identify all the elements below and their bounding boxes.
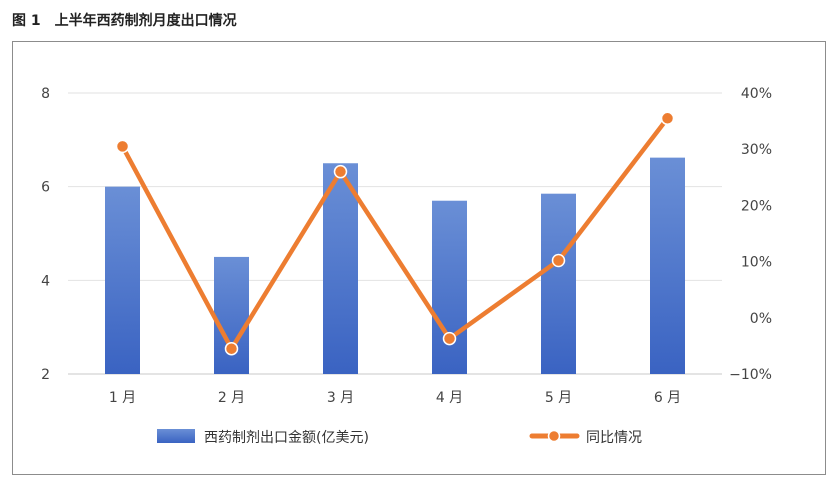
- bar: [214, 256, 249, 374]
- line-point: [115, 139, 130, 154]
- line-path: [120, 116, 670, 351]
- category-label: 5 月: [545, 390, 572, 406]
- left-axis-tick-label: 4: [41, 273, 50, 289]
- category-label: 3 月: [327, 390, 354, 406]
- line-point: [442, 331, 457, 346]
- line-point: [224, 341, 239, 356]
- right-axis-ticks: 40% 30% 20% 10% 0% −10%: [729, 86, 772, 383]
- category-label: 2 月: [218, 390, 245, 406]
- bar: [432, 200, 467, 374]
- category-label: 1 月: [109, 390, 136, 406]
- right-axis-tick-label: 30%: [741, 142, 772, 158]
- left-axis-tick-label: 8: [41, 86, 50, 102]
- category-label: 6 月: [654, 390, 681, 406]
- category-label: 4 月: [436, 390, 463, 406]
- figure-title: 图 1 上半年西药制剂月度出口情况: [12, 13, 237, 29]
- line-point: [551, 253, 566, 268]
- right-axis-tick-label: 0%: [750, 311, 772, 327]
- legend-bar-label: 西药制剂出口金额(亿美元): [204, 430, 369, 446]
- line-series: [115, 111, 675, 356]
- bar-series: [105, 157, 685, 374]
- legend-line-marker: [547, 429, 561, 443]
- line-point: [660, 111, 675, 126]
- gridlines: [68, 92, 722, 375]
- left-axis-ticks: 8 6 4 2: [41, 86, 50, 383]
- right-axis-tick-label: 10%: [741, 255, 772, 271]
- bar: [105, 186, 140, 374]
- category-labels: 1 月 2 月 3 月 4 月 5 月 6 月: [109, 390, 681, 406]
- right-axis-tick-label: 40%: [741, 86, 772, 102]
- bar: [650, 157, 685, 374]
- right-axis-tick-label: −10%: [729, 367, 772, 383]
- legend-line-label: 同比情况: [586, 430, 642, 446]
- bar: [541, 193, 576, 374]
- line-point: [333, 164, 348, 179]
- chart-frame: [12, 41, 826, 475]
- left-axis-tick-label: 2: [41, 367, 50, 383]
- legend-bar-swatch: [157, 429, 195, 443]
- legend: 西药制剂出口金额(亿美元) 同比情况: [157, 429, 642, 446]
- left-axis-tick-label: 6: [41, 180, 50, 196]
- bar: [323, 163, 358, 374]
- right-axis-tick-label: 20%: [741, 198, 772, 214]
